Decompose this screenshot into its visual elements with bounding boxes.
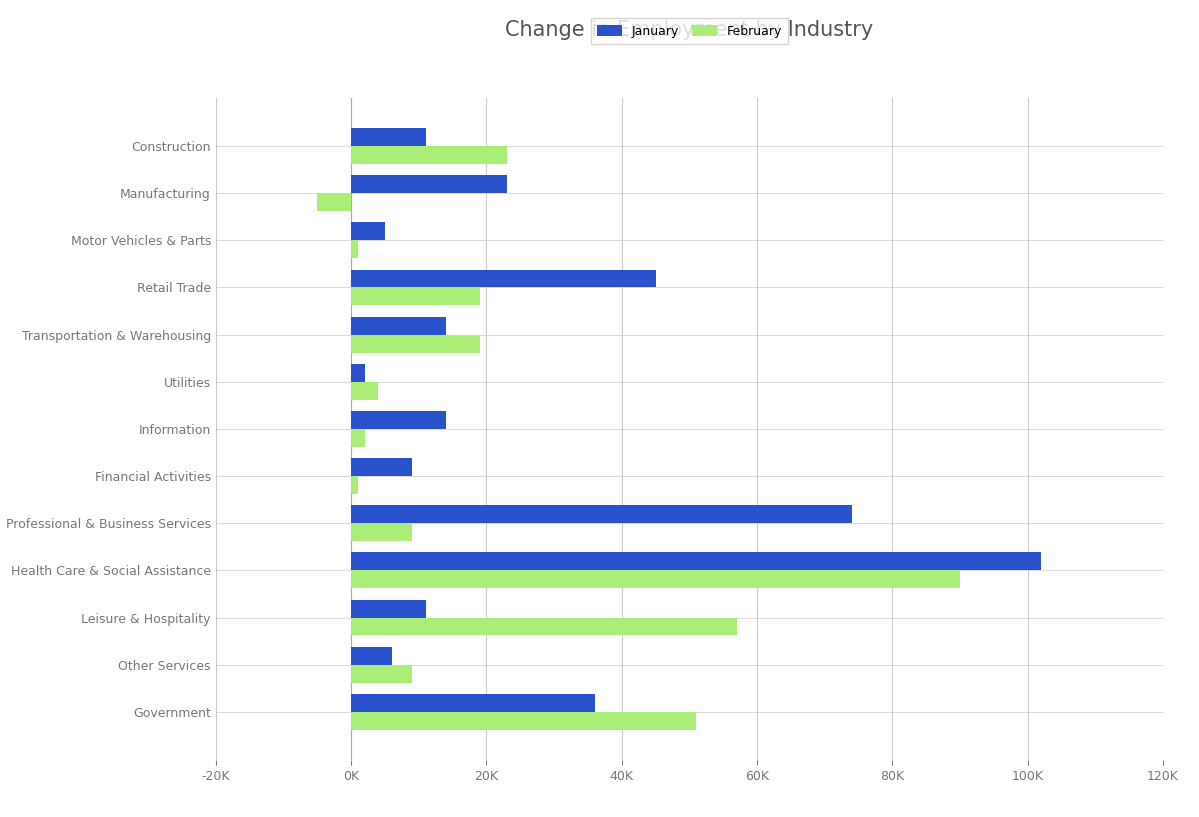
Bar xyxy=(351,382,378,400)
Legend: January, February: January, February xyxy=(591,18,788,44)
Bar xyxy=(351,128,426,146)
Bar xyxy=(351,146,507,164)
Bar xyxy=(351,411,446,429)
Bar xyxy=(351,240,357,258)
Bar xyxy=(351,335,480,353)
Bar xyxy=(351,429,364,447)
Bar xyxy=(351,523,412,541)
Bar xyxy=(351,458,412,476)
Bar xyxy=(351,552,1041,570)
Bar xyxy=(351,600,426,618)
Bar xyxy=(351,288,480,306)
Bar xyxy=(351,317,446,335)
Bar xyxy=(351,665,412,682)
Bar xyxy=(351,176,507,193)
Bar xyxy=(351,570,960,588)
Bar xyxy=(318,193,351,211)
Bar xyxy=(351,270,656,288)
Bar xyxy=(351,694,595,712)
Bar xyxy=(351,647,392,665)
Bar xyxy=(351,712,697,730)
Bar xyxy=(351,364,364,382)
Bar xyxy=(351,505,851,523)
Bar xyxy=(351,222,385,240)
Bar xyxy=(351,476,357,494)
Title: Change in Employment by Industry: Change in Employment by Industry xyxy=(505,20,874,39)
Bar xyxy=(351,618,736,636)
